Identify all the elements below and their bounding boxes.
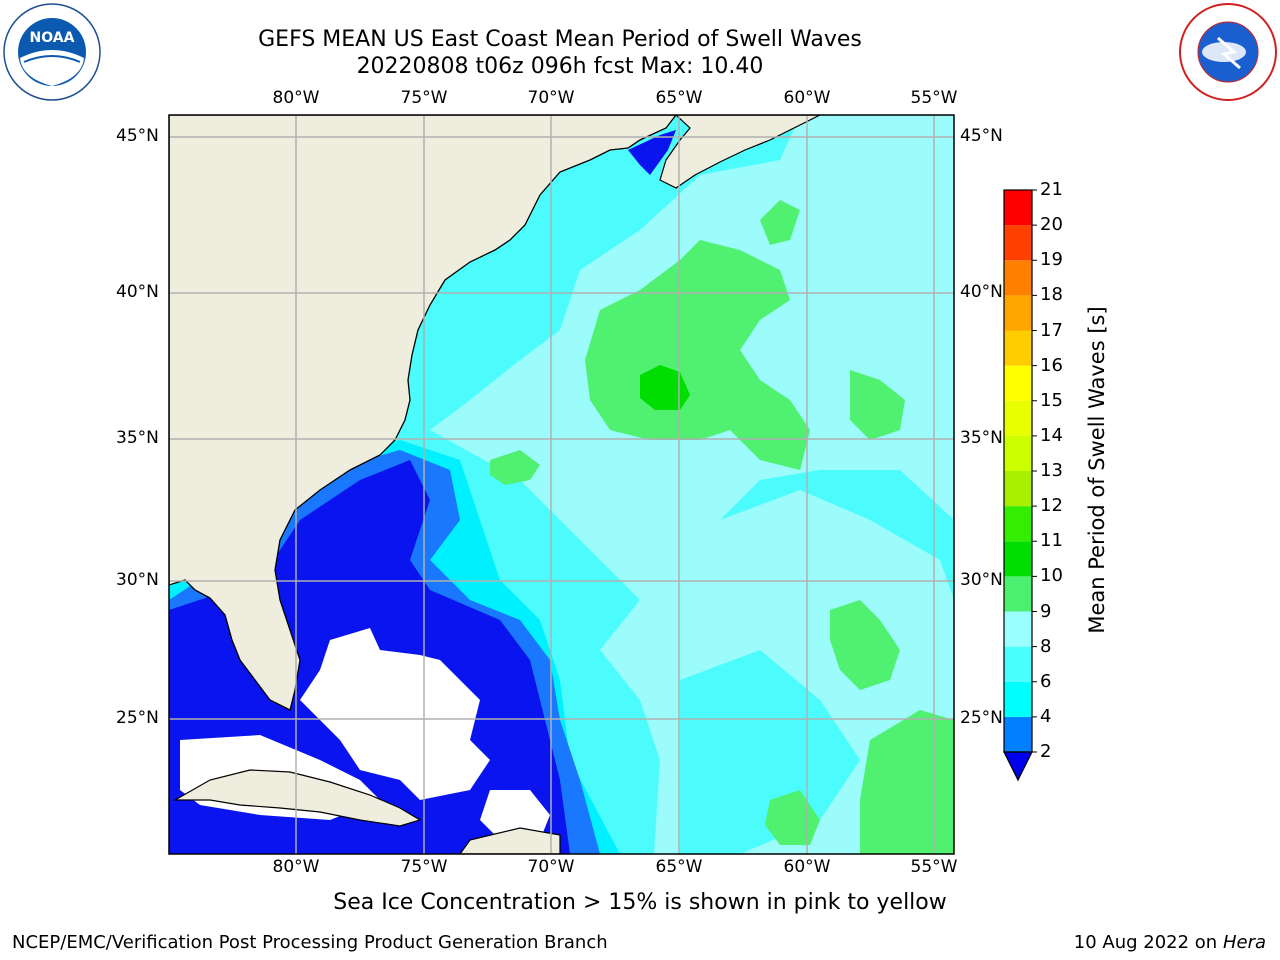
colorbar-title: Mean Period of Swell Waves [s]	[1085, 306, 1109, 634]
lon-label-bottom-60w: 60°W	[783, 857, 831, 877]
noaa-logo-icon: NOAA	[3, 3, 101, 101]
green-zone-west	[490, 450, 540, 485]
colorbar-tick-label: 18	[1040, 284, 1063, 306]
host-name: Hera	[1222, 932, 1266, 953]
colorbar-tick-label: 13	[1040, 460, 1063, 481]
colorbar-segment	[1004, 576, 1032, 612]
run-date-host: 10 Aug 2022 on Hera	[1074, 932, 1266, 953]
colorbar-tick-label: 19	[1040, 249, 1063, 271]
colorbar-tick-label: 10	[1040, 565, 1063, 587]
colorbar-tick-label: 4	[1040, 705, 1052, 727]
lat-label-right-30n: 30°N	[960, 570, 1003, 590]
lon-label-bottom-65w: 65°W	[655, 857, 703, 877]
colorbar-tick-label: 2	[1040, 741, 1052, 762]
colorbar-segment	[1004, 330, 1032, 366]
cyan-zone-south	[680, 650, 860, 854]
colorbar-tick-label: 9	[1040, 600, 1052, 622]
map-frame	[168, 114, 955, 855]
colorbar-segment	[1004, 646, 1032, 682]
cuba-land	[172, 769, 422, 827]
colorbar-segment	[1004, 541, 1032, 577]
green-zone-southeast	[830, 600, 900, 690]
lon-label-bottom-75w: 75°W	[400, 857, 448, 877]
canada-land	[659, 115, 821, 189]
colorbar-segment	[1004, 365, 1032, 401]
noaa-logo-text: NOAA	[30, 30, 75, 46]
colorbar-tick-label: 20	[1040, 214, 1063, 236]
lon-label-top-60w: 60°W	[783, 88, 831, 108]
lat-label-left-40n: 40°N	[116, 282, 159, 302]
colorbar-segment	[1004, 611, 1032, 647]
graticule	[169, 115, 954, 854]
map-subtitle: 20220808 t06z 096h fcst Max: 10.40	[356, 54, 764, 79]
green-max-zone	[640, 365, 690, 410]
lat-label-right-35n: 35°N	[960, 428, 1003, 448]
south-gap	[480, 790, 550, 840]
lat-label-right-40n: 40°N	[960, 282, 1003, 302]
lon-label-top-70w: 70°W	[527, 88, 575, 108]
colorbar-tick-label: 14	[1040, 424, 1063, 446]
lat-label-right-45n: 45°N	[960, 126, 1003, 146]
colorbar-segment	[1004, 716, 1032, 752]
colorbar-segment	[1004, 260, 1032, 296]
colorbar-segment	[1004, 681, 1032, 717]
hispaniola-land	[459, 827, 561, 854]
lon-label-top-75w: 75°W	[400, 88, 448, 108]
green-zone-north	[760, 200, 800, 245]
branch-credit: NCEP/EMC/Verification Post Processing Pr…	[12, 932, 608, 953]
cyan-zone-east	[720, 470, 954, 600]
lat-label-left-25n: 25°N	[116, 708, 159, 728]
colorbar-extend-arrow	[1003, 751, 1033, 782]
lat-label-left-45n: 45°N	[116, 126, 159, 146]
colorbar-tick-label: 16	[1040, 354, 1063, 376]
nws-logo-icon	[1179, 3, 1277, 101]
colorbar-tick-label: 8	[1040, 635, 1052, 657]
colorbar-tick-label: 11	[1040, 530, 1063, 552]
colorbar-segment	[1004, 225, 1032, 261]
colorbar-tick-label: 21	[1040, 179, 1063, 200]
sea-ice-note: Sea Ice Concentration > 15% is shown in …	[333, 890, 947, 915]
colorbar	[1003, 189, 1037, 782]
lat-label-right-25n: 25°N	[960, 708, 1003, 728]
lat-label-left-30n: 30°N	[116, 570, 159, 590]
lon-label-bottom-80w: 80°W	[272, 857, 320, 877]
colorbar-segment	[1004, 400, 1032, 436]
green-zone-far-southeast	[860, 710, 954, 854]
lon-label-top-55w: 55°W	[910, 88, 958, 108]
colorbar-segment	[1004, 506, 1032, 542]
bahamas-gap	[300, 628, 490, 800]
colorbar-tick-label: 6	[1040, 670, 1052, 692]
colorbar-tick-label: 17	[1040, 319, 1063, 341]
colorbar-segment	[1004, 435, 1032, 471]
colorbar-tick-label: 15	[1040, 389, 1063, 411]
lon-label-top-65w: 65°W	[655, 88, 703, 108]
colorbar-tick-label: 12	[1040, 495, 1063, 517]
run-date: 10 Aug 2022 on	[1073, 932, 1218, 953]
green-zone-east	[850, 370, 905, 440]
colorbar-segment	[1004, 471, 1032, 507]
lon-label-top-80w: 80°W	[272, 88, 320, 108]
green-zone-central	[585, 240, 810, 470]
colorbar-segment	[1004, 190, 1032, 226]
lon-label-bottom-55w: 55°W	[910, 857, 958, 877]
map-title: GEFS MEAN US East Coast Mean Period of S…	[258, 27, 862, 52]
lon-label-bottom-70w: 70°W	[527, 857, 575, 877]
colorbar-segment	[1004, 295, 1032, 331]
lat-label-left-35n: 35°N	[116, 428, 159, 448]
gulf-maine-blue	[628, 130, 676, 175]
